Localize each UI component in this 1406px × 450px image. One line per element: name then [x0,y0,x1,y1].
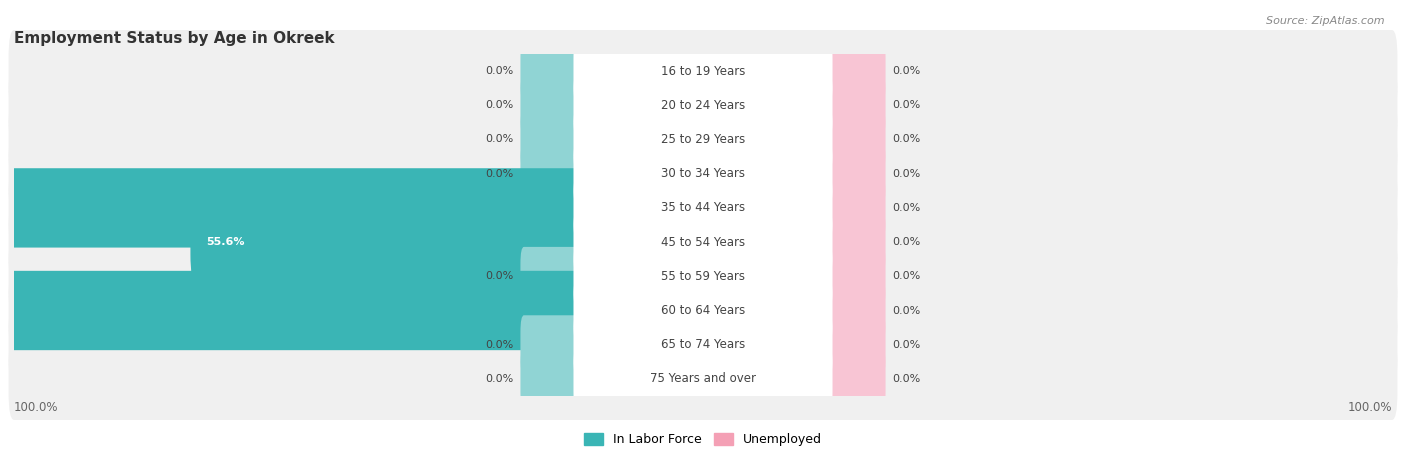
Text: 0.0%: 0.0% [893,135,921,144]
FancyBboxPatch shape [574,237,832,316]
Text: 0.0%: 0.0% [893,237,921,247]
FancyBboxPatch shape [824,281,886,340]
FancyBboxPatch shape [8,235,1398,317]
Text: 55.6%: 55.6% [207,237,245,247]
Text: 75 Years and over: 75 Years and over [650,373,756,385]
Text: 0.0%: 0.0% [485,66,513,76]
FancyBboxPatch shape [574,134,832,213]
FancyBboxPatch shape [574,271,832,350]
FancyBboxPatch shape [190,202,585,282]
Text: 0.0%: 0.0% [893,66,921,76]
FancyBboxPatch shape [824,350,886,408]
FancyBboxPatch shape [824,144,886,203]
FancyBboxPatch shape [574,100,832,179]
Text: 55 to 59 Years: 55 to 59 Years [661,270,745,283]
Text: 16 to 19 Years: 16 to 19 Years [661,65,745,77]
FancyBboxPatch shape [0,271,585,350]
Text: 0.0%: 0.0% [893,100,921,110]
Text: Source: ZipAtlas.com: Source: ZipAtlas.com [1267,16,1385,26]
Text: 35 to 44 Years: 35 to 44 Years [661,202,745,214]
Text: 0.0%: 0.0% [893,374,921,384]
FancyBboxPatch shape [8,338,1398,420]
Text: 25 to 29 Years: 25 to 29 Years [661,133,745,146]
FancyBboxPatch shape [520,350,582,408]
FancyBboxPatch shape [8,99,1398,180]
Text: 0.0%: 0.0% [893,340,921,350]
Text: 100.0%: 100.0% [14,401,59,414]
FancyBboxPatch shape [824,76,886,135]
Text: 0.0%: 0.0% [893,203,921,213]
FancyBboxPatch shape [824,213,886,271]
FancyBboxPatch shape [574,168,832,248]
FancyBboxPatch shape [574,32,832,111]
FancyBboxPatch shape [574,339,832,418]
FancyBboxPatch shape [8,167,1398,249]
Text: 0.0%: 0.0% [485,271,513,281]
FancyBboxPatch shape [574,305,832,384]
Text: 30 to 34 Years: 30 to 34 Years [661,167,745,180]
FancyBboxPatch shape [824,42,886,100]
FancyBboxPatch shape [520,247,582,306]
FancyBboxPatch shape [824,315,886,374]
Text: 60 to 64 Years: 60 to 64 Years [661,304,745,317]
FancyBboxPatch shape [824,110,886,169]
FancyBboxPatch shape [8,304,1398,386]
Text: 0.0%: 0.0% [485,135,513,144]
Text: 65 to 74 Years: 65 to 74 Years [661,338,745,351]
FancyBboxPatch shape [520,144,582,203]
FancyBboxPatch shape [520,42,582,100]
Text: 0.0%: 0.0% [485,100,513,110]
Text: 0.0%: 0.0% [485,374,513,384]
Text: 0.0%: 0.0% [485,169,513,179]
FancyBboxPatch shape [520,315,582,374]
FancyBboxPatch shape [8,201,1398,283]
Text: 0.0%: 0.0% [893,306,921,315]
Text: 0.0%: 0.0% [893,271,921,281]
FancyBboxPatch shape [520,76,582,135]
FancyBboxPatch shape [8,270,1398,351]
Text: 20 to 24 Years: 20 to 24 Years [661,99,745,112]
FancyBboxPatch shape [824,179,886,237]
FancyBboxPatch shape [8,64,1398,146]
Text: 0.0%: 0.0% [893,169,921,179]
FancyBboxPatch shape [520,110,582,169]
Text: 0.0%: 0.0% [485,340,513,350]
FancyBboxPatch shape [8,30,1398,112]
FancyBboxPatch shape [574,202,832,282]
Text: Employment Status by Age in Okreek: Employment Status by Age in Okreek [14,31,335,46]
FancyBboxPatch shape [824,247,886,306]
Legend: In Labor Force, Unemployed: In Labor Force, Unemployed [579,428,827,450]
FancyBboxPatch shape [574,66,832,145]
FancyBboxPatch shape [0,168,585,248]
Text: 45 to 54 Years: 45 to 54 Years [661,236,745,248]
FancyBboxPatch shape [8,133,1398,215]
Text: 100.0%: 100.0% [1347,401,1392,414]
